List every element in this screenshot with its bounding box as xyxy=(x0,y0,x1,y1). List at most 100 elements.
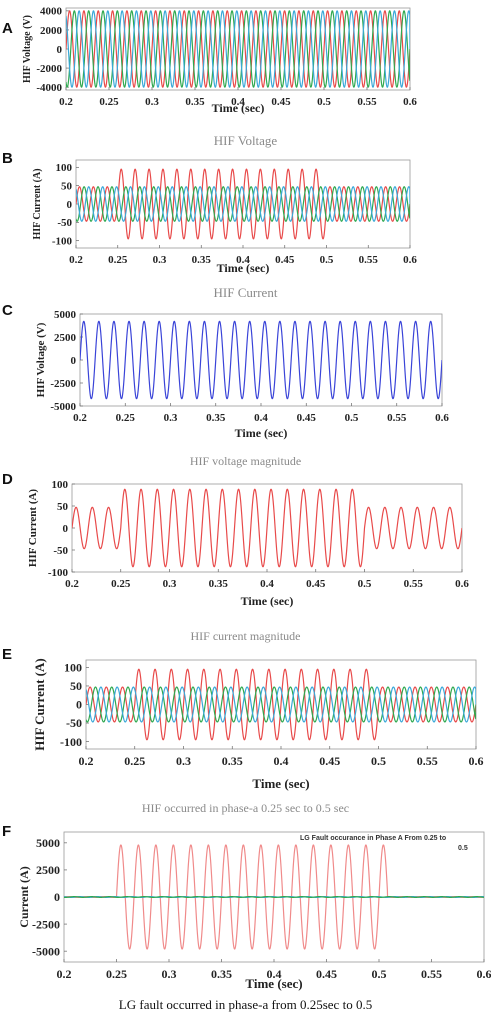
x-tick-label: 0.2 xyxy=(73,412,87,424)
x-tick-label: 0.6 xyxy=(469,754,484,768)
x-tick-label: 0.55 xyxy=(417,754,438,768)
x-tick-label: 0.3 xyxy=(164,412,178,424)
x-tick-label: 0.35 xyxy=(206,412,226,424)
fault-annotation: LG Fault occurance in Phase A From 0.25 … xyxy=(300,835,446,842)
fault-annotation: 0.5 xyxy=(458,845,468,852)
y-tick-label: 100 xyxy=(64,661,82,675)
y-axis-label: HIF Current (A) xyxy=(27,489,39,568)
x-tick-label: 0.5 xyxy=(320,254,334,266)
x-tick-label: 0.25 xyxy=(124,754,145,768)
caption-c: HIF voltage magnitude xyxy=(189,454,302,468)
series-line-1 xyxy=(80,320,442,400)
x-tick-label: 0.55 xyxy=(421,967,442,981)
panel-letter-a: A xyxy=(2,20,13,37)
x-tick-label: 0.2 xyxy=(65,578,79,590)
y-tick-label: 0 xyxy=(54,890,60,904)
y-tick-label: -5000 xyxy=(50,401,76,413)
y-tick-label: -50 xyxy=(57,217,72,229)
x-tick-label: 0.55 xyxy=(404,578,424,590)
x-tick-label: 0.6 xyxy=(477,967,491,981)
series-line-1 xyxy=(72,488,462,568)
y-axis-label: HIF Current (A) xyxy=(32,658,47,750)
panel-letter-b: B xyxy=(2,150,13,167)
series-line-1 xyxy=(86,668,476,741)
caption-b: HIF Current xyxy=(213,285,278,300)
x-tick-label: 0.3 xyxy=(162,967,177,981)
y-tick-label: 4000 xyxy=(40,6,63,18)
x-tick-label: 0.45 xyxy=(306,578,326,590)
x-tick-label: 0.45 xyxy=(297,412,317,424)
chart-panel-f: 0.2 0.25 0.3 0.35 0.4 0.45 0.5 0.55 0.6 5000 2500 0… xyxy=(17,831,491,991)
y-tick-label: 0 xyxy=(76,698,82,712)
chart-panel-a: 0.2 0.25 0.3 0.35 0.4 0.45 0.5 0.55 0.6 4000 2000 0… xyxy=(22,6,417,115)
panel-letter-d: D xyxy=(2,471,13,488)
chart-panel-e: 0.2 0.25 0.3 0.35 0.4 0.45 0.5 0.55 0.6 100 50 0 -50… xyxy=(32,658,484,791)
y-axis-label: HIF Voltage (V) xyxy=(35,322,47,397)
x-axis-label: Time (sec) xyxy=(241,594,294,608)
series-line-3 xyxy=(76,186,410,222)
panel-letter-e: E xyxy=(2,646,13,663)
x-axis-label: Time (sec) xyxy=(245,976,302,991)
x-tick-label: 0.5 xyxy=(358,578,372,590)
series-line-2 xyxy=(66,10,410,88)
series-line-3 xyxy=(66,10,410,88)
x-tick-label: 0.25 xyxy=(99,96,119,108)
y-tick-label: 50 xyxy=(57,501,69,513)
x-tick-label: 0.6 xyxy=(435,412,449,424)
x-tick-label: 0.4 xyxy=(267,967,282,981)
x-tick-label: 0.2 xyxy=(69,254,83,266)
y-tick-label: -5000 xyxy=(32,944,60,958)
x-tick-label: 0.45 xyxy=(275,254,295,266)
x-tick-label: 0.3 xyxy=(145,96,159,108)
y-tick-label: -4000 xyxy=(36,82,62,94)
y-tick-label: 2500 xyxy=(54,332,77,344)
x-tick-label: 0.55 xyxy=(359,254,379,266)
y-tick-label: 2500 xyxy=(36,863,60,877)
y-tick-label: 0 xyxy=(57,44,63,56)
x-tick-label: 0.2 xyxy=(57,967,72,981)
x-tick-label: 0.5 xyxy=(345,412,359,424)
x-tick-label: 0.45 xyxy=(271,96,291,108)
y-tick-label: 5000 xyxy=(54,309,77,321)
series-line-1 xyxy=(66,10,410,88)
x-tick-label: 0.25 xyxy=(111,578,131,590)
y-tick-label: -100 xyxy=(60,735,82,749)
x-tick-label: 0.4 xyxy=(260,578,274,590)
y-axis-label: HIF Current (A) xyxy=(32,168,43,239)
caption-e: HIF occurred in phase-a 0.25 sec to 0.5 … xyxy=(141,801,350,815)
x-tick-label: 0.6 xyxy=(403,96,417,108)
x-tick-label: 0.2 xyxy=(59,96,73,108)
x-tick-label: 0.25 xyxy=(108,254,128,266)
x-axis-label: Time (sec) xyxy=(235,426,288,440)
caption-a: HIF Voltage xyxy=(213,133,278,148)
series-line-3 xyxy=(64,896,484,898)
y-axis-label: HIF Voltage (V) xyxy=(22,15,33,83)
y-tick-label: 0 xyxy=(63,523,69,535)
chart-panel-b: 0.2 0.25 0.3 0.35 0.4 0.45 0.5 0.55 0.6 100 50 0 -50… xyxy=(32,159,417,275)
y-tick-label: 0 xyxy=(67,199,73,211)
caption-f: LG fault occurred in phase-a from 0.25se… xyxy=(118,997,373,1012)
x-tick-label: 0.5 xyxy=(317,96,331,108)
panel-letter-c: C xyxy=(2,302,13,319)
x-tick-label: 0.6 xyxy=(455,578,469,590)
x-tick-label: 0.35 xyxy=(211,967,232,981)
x-tick-label: 0.3 xyxy=(163,578,177,590)
x-tick-label: 0.55 xyxy=(357,96,377,108)
y-tick-label: -2500 xyxy=(50,378,76,390)
x-tick-label: 0.5 xyxy=(372,967,387,981)
series-line-2 xyxy=(64,896,484,898)
series-line-2 xyxy=(76,186,410,222)
x-tick-label: 0.3 xyxy=(176,754,191,768)
x-tick-label: 0.5 xyxy=(371,754,386,768)
panel-letter-f: F xyxy=(2,823,12,840)
x-tick-label: 0.45 xyxy=(316,967,337,981)
x-tick-label: 0.35 xyxy=(209,578,229,590)
y-tick-label: -2000 xyxy=(36,63,62,75)
x-tick-label: 0.4 xyxy=(254,412,268,424)
y-tick-label: 5000 xyxy=(36,836,60,850)
x-tick-label: 0.55 xyxy=(387,412,407,424)
y-tick-label: 50 xyxy=(61,181,73,193)
y-tick-label: -50 xyxy=(66,716,82,730)
y-tick-label: -50 xyxy=(53,545,68,557)
x-axis-label: Time (sec) xyxy=(212,101,265,115)
